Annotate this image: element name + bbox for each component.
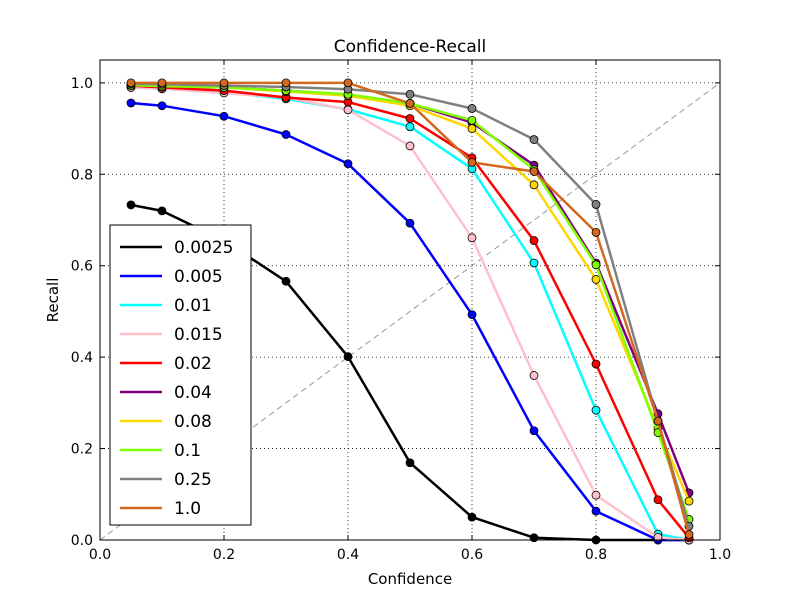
data-point xyxy=(343,105,353,115)
legend-label: 0.015 xyxy=(174,325,223,345)
data-point xyxy=(467,115,477,125)
y-tick-label: 0.8 xyxy=(71,167,93,183)
data-point xyxy=(219,78,229,88)
legend-label: 0.01 xyxy=(174,296,212,316)
data-point xyxy=(343,78,353,88)
grid xyxy=(100,60,720,540)
y-axis-label: Recall xyxy=(44,278,62,323)
y-tick-label: 0.4 xyxy=(71,350,93,366)
ticks: 0.0 0.2 0.4 0.6 0.8 1.0 0.0 0.2 0.4 0.6 0.8 1.0 xyxy=(71,60,731,563)
x-tick-label: 1.0 xyxy=(709,547,731,563)
data-point xyxy=(529,180,539,190)
data-point xyxy=(405,122,415,132)
data-point xyxy=(343,352,353,362)
chart-title: Confidence-Recall xyxy=(334,37,486,57)
data-point xyxy=(405,141,415,151)
data-point xyxy=(591,227,601,237)
data-point xyxy=(405,99,415,108)
data-point xyxy=(467,124,477,133)
data-point xyxy=(343,159,353,169)
data-point xyxy=(467,157,477,167)
data-point xyxy=(126,78,136,88)
y-tick-label: 0.6 xyxy=(71,259,93,275)
legend-label: 0.08 xyxy=(174,412,212,432)
data-point xyxy=(653,495,663,505)
data-point xyxy=(591,275,601,284)
legend-label: 1.0 xyxy=(174,499,201,519)
data-point xyxy=(281,276,291,286)
data-point xyxy=(157,101,167,111)
data-point xyxy=(467,104,477,113)
data-point xyxy=(653,416,663,426)
data-point xyxy=(684,530,694,539)
data-point xyxy=(529,533,539,543)
data-point xyxy=(405,89,415,99)
data-point xyxy=(467,233,477,243)
data-point xyxy=(126,200,136,210)
data-point xyxy=(405,218,415,228)
data-point xyxy=(653,532,663,542)
data-point xyxy=(591,359,601,369)
data-point xyxy=(529,167,539,176)
reference-diagonal-line xyxy=(99,82,721,541)
data-point xyxy=(591,200,601,209)
data-point xyxy=(467,310,477,320)
data-point xyxy=(157,78,167,88)
legend-label: 0.005 xyxy=(174,267,223,287)
data-point xyxy=(219,111,229,121)
legend-label: 0.02 xyxy=(174,354,212,374)
data-point xyxy=(529,135,539,144)
data-point xyxy=(591,260,601,270)
data-point xyxy=(467,512,477,522)
x-tick-label: 0.4 xyxy=(337,547,359,563)
data-point xyxy=(281,130,291,139)
x-tick-label: 0.0 xyxy=(89,547,111,563)
data-point xyxy=(529,258,539,268)
data-point xyxy=(281,78,291,88)
x-tick-label: 0.8 xyxy=(585,547,607,563)
data-point xyxy=(157,206,167,216)
reference-line-layer xyxy=(99,82,721,541)
y-tick-label: 0.0 xyxy=(71,533,93,549)
data-point xyxy=(591,506,601,516)
data-point xyxy=(405,458,415,468)
legend-label: 0.25 xyxy=(174,470,212,490)
x-tick-label: 0.6 xyxy=(461,547,483,563)
data-point xyxy=(126,98,136,108)
legend: 0.0025 0.005 0.01 0.015 0.02 0.04 0.08 0.1 0.25 1… xyxy=(109,224,252,526)
data-point xyxy=(591,405,601,415)
plot-frame xyxy=(99,59,721,541)
x-tick-label: 0.2 xyxy=(213,547,235,563)
y-tick-label: 1.0 xyxy=(71,76,93,92)
data-point xyxy=(529,236,539,245)
data-point xyxy=(529,371,539,380)
data-point xyxy=(591,490,601,500)
legend-label: 0.04 xyxy=(174,383,212,403)
data-point xyxy=(529,426,539,436)
legend-label: 0.1 xyxy=(174,441,201,461)
data-point xyxy=(405,114,415,123)
x-axis-label: Confidence xyxy=(368,570,452,588)
data-point xyxy=(684,496,694,506)
series-1.0 xyxy=(126,78,694,539)
legend-label: 0.0025 xyxy=(174,238,233,258)
y-tick-label: 0.2 xyxy=(71,442,93,458)
